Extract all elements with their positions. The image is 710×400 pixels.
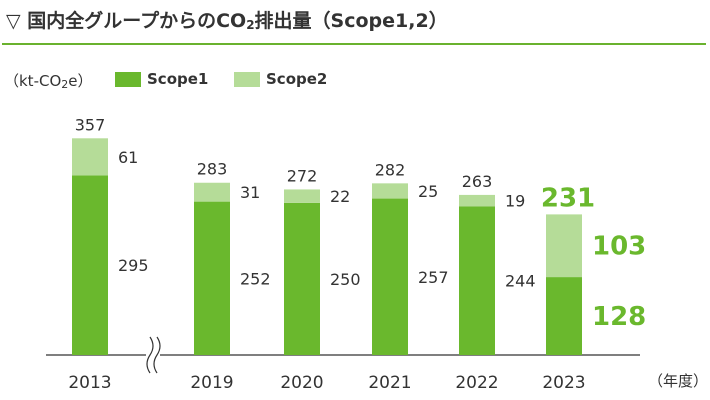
bar-scope2-2022: [459, 194, 495, 207]
bar-scope1-2013: [72, 175, 108, 355]
x-tick-label-2019: 2019: [190, 373, 233, 393]
scope2-value-label-2020: 22: [330, 187, 350, 206]
unit-label: （kt-CO2e）: [4, 70, 93, 91]
legend-item-scope2: Scope2: [234, 70, 327, 88]
scope1-value-label-2020: 250: [330, 270, 361, 289]
unit-suffix: e）: [68, 72, 93, 90]
title-divider: [2, 43, 706, 45]
scope1-value-label-2022: 244: [505, 272, 536, 291]
x-tick-label-2022: 2022: [455, 373, 498, 393]
scope2-value-label-2021: 25: [418, 182, 438, 201]
bar-scope2-2023: [546, 214, 582, 278]
total-label-2023: 231: [541, 183, 595, 213]
legend-swatch-scope1: [115, 71, 141, 87]
x-tick-label-2020: 2020: [280, 373, 323, 393]
total-label-2020: 272: [287, 166, 318, 185]
total-label-2019: 283: [197, 160, 228, 179]
title-subscript: 2: [246, 18, 255, 32]
bar-scope2-2020: [284, 189, 320, 203]
scope1-value-label-2019: 252: [240, 269, 271, 288]
scope2-value-label-2019: 31: [240, 183, 260, 202]
axis-break-mark-right: [153, 336, 161, 374]
scope2-value-label-2013: 61: [118, 148, 138, 167]
unit-prefix: （kt-CO: [4, 72, 62, 90]
total-label-2022: 263: [462, 172, 493, 191]
x-tick-label-2023: 2023: [542, 373, 585, 393]
x-tick-label-2013: 2013: [68, 373, 111, 393]
scope1-value-label-2023: 128: [592, 302, 646, 332]
bar-scope1-2020: [284, 202, 320, 355]
total-label-2013: 357: [75, 115, 106, 134]
axis-break-mark-left: [146, 336, 154, 374]
legend-label-scope2: Scope2: [266, 70, 328, 88]
total-label-2021: 282: [375, 160, 406, 179]
bar-scope1-2023: [546, 277, 582, 355]
bar-scope1-2021: [372, 198, 408, 355]
title-suffix: 排出量（Scope1,2）: [254, 10, 448, 32]
bar-scope2-2021: [372, 183, 408, 199]
scope2-value-label-2022: 19: [505, 192, 525, 211]
scope2-value-label-2023: 103: [592, 232, 646, 262]
legend-label-scope1: Scope1: [147, 70, 209, 88]
chart-title: ▽ 国内全グループからのCO2排出量（Scope1,2）: [6, 6, 448, 33]
x-axis-unit-label: （年度）: [648, 372, 709, 390]
legend-swatch-scope2: [234, 71, 260, 87]
bar-scope2-2019: [194, 182, 230, 202]
bar-scope1-2022: [459, 206, 495, 355]
scope1-value-label-2021: 257: [418, 268, 449, 287]
x-tick-label-2021: 2021: [368, 373, 411, 393]
scope1-value-label-2013: 295: [118, 256, 149, 275]
title-prefix: ▽ 国内全グループからのCO: [6, 10, 247, 32]
axis-break-gap: [146, 335, 160, 375]
bar-scope2-2013: [72, 138, 108, 176]
legend-item-scope1: Scope1: [115, 70, 208, 88]
unit-subscript: 2: [61, 78, 69, 91]
bar-scope1-2019: [194, 201, 230, 355]
